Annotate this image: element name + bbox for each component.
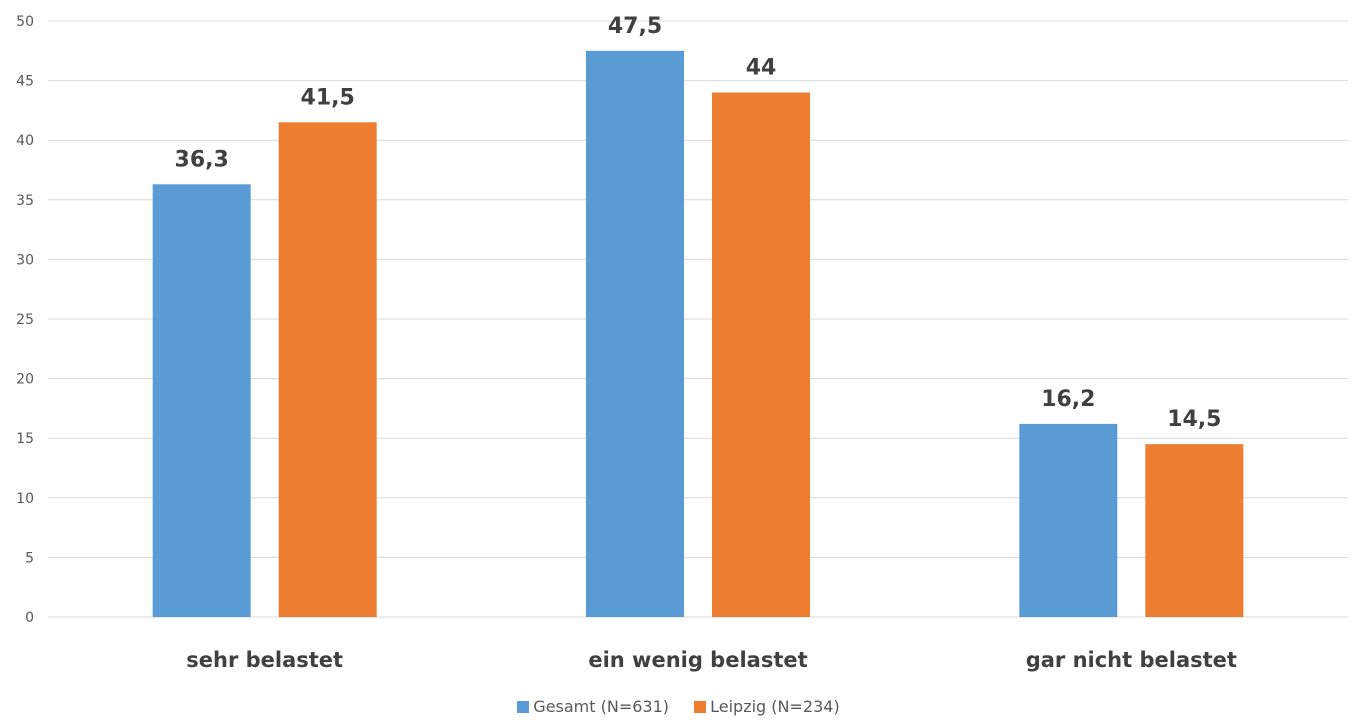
bar	[1019, 423, 1118, 617]
y-tick-label: 25	[16, 312, 34, 328]
data-label: 16,2	[1041, 387, 1095, 412]
y-tick-label: 30	[16, 252, 34, 268]
data-label: 36,3	[175, 147, 229, 172]
category-label: sehr belastet	[186, 648, 343, 672]
legend-item-gesamt: Gesamt (N=631)	[517, 697, 669, 716]
y-tick-label: 50	[16, 14, 34, 30]
y-tick-label: 10	[16, 491, 34, 507]
category-label: ein wenig belastet	[588, 648, 807, 672]
legend-swatch-leipzig	[694, 700, 707, 713]
bar	[1145, 444, 1244, 617]
y-tick-label: 20	[16, 372, 34, 388]
legend-swatch-gesamt	[517, 700, 530, 713]
data-labels: 36,3 41,5 47,5 44 16,2 14,5	[175, 14, 1222, 432]
y-tick-label: 5	[25, 550, 34, 566]
bar	[586, 50, 684, 618]
bar	[278, 122, 377, 617]
legend-label-gesamt: Gesamt (N=631)	[533, 697, 670, 716]
data-label: 41,5	[301, 85, 355, 110]
data-label: 44	[746, 56, 777, 81]
legend-item-leipzig: Leipzig (N=234)	[694, 697, 840, 716]
y-tick-label: 35	[16, 193, 34, 209]
y-tick-label: 0	[25, 610, 34, 626]
data-label: 14,5	[1167, 407, 1221, 432]
y-tick-label: 15	[16, 431, 34, 447]
category-label: gar nicht belastet	[1026, 648, 1237, 672]
gridlines	[48, 20, 1348, 618]
y-axis-ticks: 0 5 10 15 20 25 30 35 40 45 50	[16, 14, 34, 626]
legend-label-leipzig: Leipzig (N=234)	[710, 697, 840, 716]
bars	[152, 50, 1244, 618]
y-tick-label: 40	[16, 133, 34, 149]
category-labels: sehr belastet ein wenig belastet gar nicht…	[186, 648, 1237, 672]
y-tick-label: 45	[16, 74, 34, 90]
data-label: 47,5	[608, 14, 662, 39]
legend: Gesamt (N=631) Leipzig (N=234)	[0, 697, 1357, 717]
bar	[152, 184, 251, 617]
bar	[712, 92, 810, 617]
